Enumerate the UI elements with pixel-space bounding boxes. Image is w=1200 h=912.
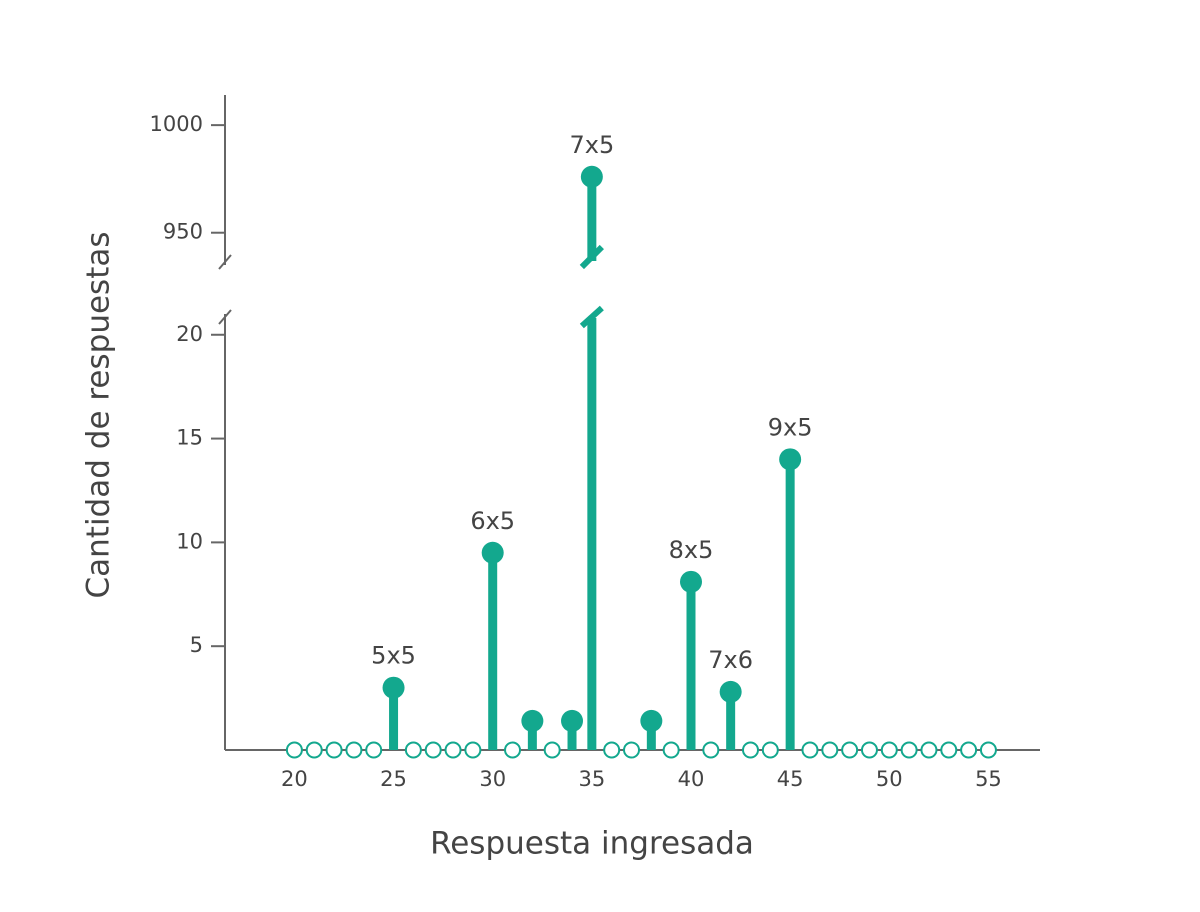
x-tick-label: 40	[678, 767, 705, 791]
empty-point	[543, 741, 561, 759]
annotation: 7x6	[708, 646, 753, 674]
empty-point	[979, 741, 997, 759]
empty-point	[662, 741, 680, 759]
x-tick-label: 25	[380, 767, 407, 791]
empty-point	[860, 741, 878, 759]
empty-point	[424, 741, 442, 759]
point	[521, 709, 544, 732]
empty-point	[285, 741, 303, 759]
empty-point	[464, 741, 482, 759]
x-tick-label: 35	[578, 767, 605, 791]
empty-point	[603, 741, 621, 759]
empty-point	[900, 741, 918, 759]
x-axis-label: Respuesta ingresada	[430, 826, 754, 862]
point	[679, 570, 702, 593]
point	[481, 541, 504, 564]
empty-point	[801, 741, 819, 759]
x-tick-label: 45	[777, 767, 804, 791]
point	[779, 448, 802, 471]
stem-break	[579, 244, 604, 270]
empty-point	[504, 741, 522, 759]
stem-break	[579, 305, 604, 329]
x-tick-label: 50	[876, 767, 903, 791]
x-tick-label: 20	[281, 767, 308, 791]
empty-point	[841, 741, 859, 759]
annotation: 9x5	[768, 413, 813, 441]
annotation: 7x5	[569, 131, 614, 159]
empty-point	[325, 741, 343, 759]
y-tick-label: 950	[163, 220, 203, 244]
point	[719, 680, 742, 703]
x-tick-label: 30	[479, 767, 506, 791]
y-tick-label: 5	[190, 633, 203, 657]
y-tick-label: 20	[176, 322, 203, 346]
axis-break	[218, 254, 232, 270]
empty-point	[365, 741, 383, 759]
empty-point	[821, 741, 839, 759]
empty-point	[761, 741, 779, 759]
empty-point	[960, 741, 978, 759]
y-tick-label: 15	[176, 426, 203, 450]
empty-point	[741, 741, 759, 759]
empty-point	[940, 741, 958, 759]
annotation: 8x5	[669, 536, 714, 564]
empty-point	[444, 741, 462, 759]
empty-point	[702, 741, 720, 759]
point	[580, 165, 603, 188]
y-tick-label: 1000	[150, 112, 203, 136]
axis-break	[218, 309, 232, 325]
y-tick-label: 10	[176, 529, 203, 553]
point	[640, 709, 663, 732]
y-axis-label: Cantidad de respuestas	[81, 231, 117, 598]
empty-point	[345, 741, 363, 759]
empty-point	[623, 741, 641, 759]
point	[561, 709, 584, 732]
empty-point	[404, 741, 422, 759]
annotation: 5x5	[371, 642, 416, 670]
annotation: 6x5	[470, 507, 515, 535]
empty-point	[920, 741, 938, 759]
empty-point	[880, 741, 898, 759]
x-tick-label: 55	[975, 767, 1002, 791]
empty-point	[305, 741, 323, 759]
point	[382, 676, 405, 699]
